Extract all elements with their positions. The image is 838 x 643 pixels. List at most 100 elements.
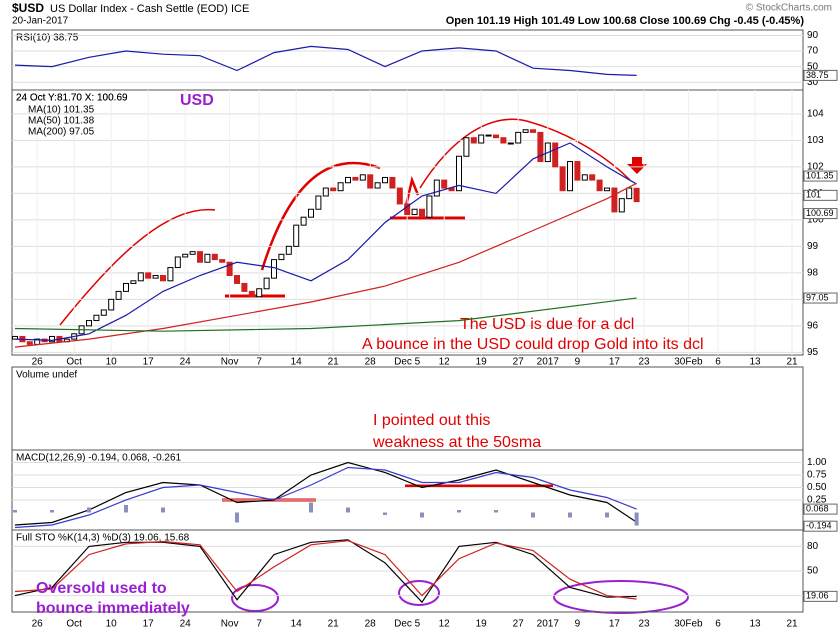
- candle: [315, 195, 322, 210]
- x-tick-label: 7: [256, 619, 262, 630]
- y-tick-label: 103: [807, 135, 824, 146]
- candle: [145, 272, 152, 279]
- x-tick-label: 26: [32, 619, 44, 630]
- quote: Open 101.19 High 101.49 Low 100.68 Close…: [446, 15, 805, 27]
- candle: [485, 134, 492, 137]
- candle: [204, 253, 211, 263]
- histogram-bar: [568, 512, 572, 518]
- x-tick-label: 14: [291, 357, 303, 368]
- candle: [137, 272, 144, 282]
- candle: [507, 142, 514, 145]
- x-tick-label: Dec 5: [394, 357, 421, 368]
- candle: [182, 253, 189, 258]
- x-tick-label: 28: [365, 619, 377, 630]
- x-tick-label: 23: [638, 619, 650, 630]
- x-tick-label: 24: [180, 357, 192, 368]
- x-tick-label: 17: [143, 357, 155, 368]
- candle: [359, 174, 366, 181]
- y-tick-label: 1.00: [807, 457, 827, 468]
- value-tag: [803, 189, 838, 201]
- value-tag-label: 97.05: [806, 292, 829, 302]
- candle: [167, 267, 174, 282]
- candle: [574, 161, 581, 181]
- histogram-bar: [87, 507, 91, 513]
- x-tick-label: 21: [328, 619, 340, 630]
- annotation: Oversold used to: [36, 580, 167, 597]
- y-tick-label: 90: [807, 30, 819, 41]
- value-tag-label: 38.75: [806, 70, 829, 80]
- panel-title: Full STO %K(14,3) %D(3) 19.06, 15.68: [16, 533, 190, 544]
- candle: [49, 335, 55, 343]
- x-tick-label: 10: [106, 619, 118, 630]
- panel-title: MACD(12,26,9) -0.194, 0.068, -0.261: [16, 453, 182, 464]
- x-tick-label: Oct: [66, 357, 82, 368]
- ellipses: [231, 580, 689, 614]
- candle: [426, 195, 433, 218]
- panel-title: Volume undef: [16, 370, 77, 381]
- candle: [226, 261, 233, 276]
- histogram-bar: [457, 510, 461, 513]
- date: 20-Jan-2017: [12, 16, 69, 27]
- y-tick-label: 99: [807, 241, 819, 252]
- x-tick-label: 27: [513, 357, 525, 368]
- candle: [100, 309, 107, 316]
- x-tick-label: 13: [749, 357, 761, 368]
- series-line: [14, 466, 637, 529]
- y-tick-label: 100: [807, 214, 824, 225]
- candle: [123, 282, 129, 292]
- y-tick-label: 0.25: [807, 495, 827, 506]
- x-tick-label: 12: [439, 357, 451, 368]
- panel-title: 24 Oct Y:81.70 X: 100.69: [16, 93, 128, 104]
- y-tick-label: 70: [807, 46, 819, 57]
- x-tick-label: 19: [476, 619, 488, 630]
- candle: [256, 288, 263, 298]
- candle: [382, 176, 388, 184]
- candle: [618, 198, 625, 213]
- y-tick-label: 95: [807, 347, 819, 358]
- x-tick-label: 27: [513, 619, 525, 630]
- x-tick-label: 9: [575, 619, 581, 630]
- series-line: [14, 297, 637, 332]
- series-line: [14, 142, 637, 342]
- candle: [611, 187, 618, 213]
- candle: [522, 129, 529, 133]
- histogram-bar: [605, 512, 609, 518]
- annotation: I pointed out this: [373, 412, 490, 429]
- y-tick-label: 0.75: [807, 470, 827, 481]
- value-tag-label: 100.69: [806, 208, 834, 218]
- candle: [478, 134, 485, 144]
- candle: [108, 298, 115, 311]
- series-line: [14, 461, 637, 526]
- candle: [389, 176, 396, 189]
- value-tag-label: 19.06: [806, 591, 829, 601]
- candle: [130, 280, 137, 284]
- x-tick-label: Dec 5: [394, 619, 421, 630]
- candle: [470, 137, 477, 144]
- candle: [433, 179, 440, 197]
- candle: [248, 290, 255, 298]
- candle: [374, 182, 381, 189]
- candle: [160, 275, 166, 282]
- annotation: The USD is due for a dcl: [460, 316, 634, 333]
- candle: [463, 137, 470, 157]
- candle: [86, 320, 92, 327]
- candle: [604, 187, 610, 192]
- candle: [626, 187, 633, 200]
- x-tick-label: 21: [786, 619, 798, 630]
- series-line: [14, 540, 637, 600]
- candle: [189, 251, 196, 255]
- histogram-bar: [309, 502, 313, 513]
- symbol: $USD: [12, 1, 44, 15]
- annotation: bounce immediately: [36, 600, 190, 617]
- series-line: [14, 182, 637, 348]
- x-tick-label: 21: [786, 357, 798, 368]
- candle: [174, 256, 181, 269]
- credit: © StockCharts.com: [746, 3, 832, 14]
- value-tag: [803, 520, 838, 532]
- candle: [559, 166, 566, 192]
- histogram-bar: [634, 512, 639, 526]
- x-tick-label: 2017: [537, 357, 560, 368]
- histogram-bar: [161, 507, 165, 513]
- candle: [456, 155, 462, 192]
- x-tick-label: 19: [476, 357, 488, 368]
